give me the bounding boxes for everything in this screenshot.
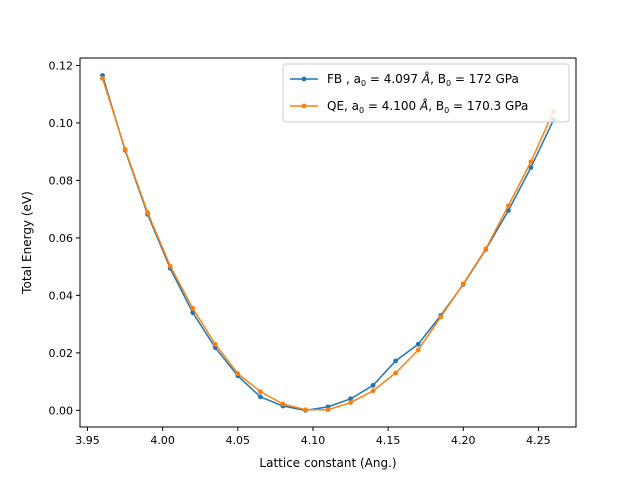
x-tick-label: 3.95: [75, 434, 100, 447]
y-tick-label: 0.12: [49, 59, 74, 72]
legend-text-part: FB , a: [327, 72, 361, 86]
legend-text-part: 0: [446, 79, 451, 88]
x-tick-label: 4.25: [526, 434, 551, 447]
data-point: [190, 305, 196, 311]
data-point: [100, 76, 105, 81]
data-point: [460, 281, 466, 287]
data-point: [393, 370, 399, 376]
data-point: [325, 407, 331, 413]
y-tick-label: 0.00: [49, 404, 74, 417]
legend-swatch-marker: [301, 76, 307, 82]
y-tick-label: 0.02: [49, 347, 74, 360]
data-point: [528, 159, 534, 165]
legend-text-part: Å: [421, 71, 430, 86]
data-point: [257, 389, 263, 395]
legend-text-part: = 170.3 GPa: [449, 99, 528, 113]
y-axis-label: Total Energy (eV): [20, 191, 34, 295]
x-tick-label: 4.05: [226, 434, 251, 447]
legend-box: [282, 63, 570, 123]
axis-ticks: 3.95 4.00 4.05 4.10 4.15 4.20 4.25 0.00 0.02 0.04…: [49, 59, 551, 447]
legend-text-part: QE, a: [327, 99, 359, 113]
data-point: [280, 401, 286, 407]
data-point: [212, 341, 218, 347]
data-point: [370, 388, 376, 394]
data-point: [438, 314, 444, 320]
legend-text-part: = 172 GPa: [451, 72, 519, 86]
legend-entry: FB , a0 = 4.097 Å, B0 = 172 GPa: [327, 71, 519, 88]
y-tick-label: 0.06: [49, 232, 74, 245]
data-point: [122, 146, 128, 152]
legend-text-part: , B: [428, 99, 444, 113]
x-tick-label: 4.10: [301, 434, 326, 447]
y-tick-label: 0.08: [49, 174, 74, 187]
data-point: [393, 358, 399, 364]
legend-swatch-marker: [301, 103, 307, 109]
data-point: [415, 347, 421, 353]
data-point: [348, 400, 353, 405]
legend-entry: QE, a0 = 4.100 Å, B0 = 170.3 GPa: [327, 98, 528, 115]
x-tick-label: 4.15: [376, 434, 401, 447]
legend-text-part: Å: [419, 98, 428, 113]
data-point: [415, 341, 421, 347]
legend-text-part: = 4.097: [366, 72, 422, 86]
data-point: [257, 394, 263, 400]
x-tick-label: 4.00: [150, 434, 175, 447]
data-point: [528, 165, 534, 170]
x-axis-label: Lattice constant (Ang.): [259, 456, 396, 470]
x-tick-label: 4.20: [451, 434, 476, 447]
data-point: [167, 263, 173, 269]
data-point: [303, 407, 308, 413]
data-point: [505, 203, 511, 209]
data-point: [348, 396, 353, 402]
legend-text-part: = 4.100: [364, 99, 420, 113]
data-point: [235, 371, 241, 376]
y-tick-label: 0.10: [49, 117, 74, 130]
data-point: [483, 246, 489, 252]
data-point: [145, 210, 151, 216]
legend-text-part: 0: [361, 79, 366, 88]
data-point: [370, 382, 376, 388]
legend-text-part: 0: [444, 106, 449, 115]
y-tick-label: 0.04: [49, 289, 74, 302]
legend-text-part: , B: [430, 72, 446, 86]
legend-text-part: 0: [359, 106, 364, 115]
axes-frame: [79, 57, 577, 428]
